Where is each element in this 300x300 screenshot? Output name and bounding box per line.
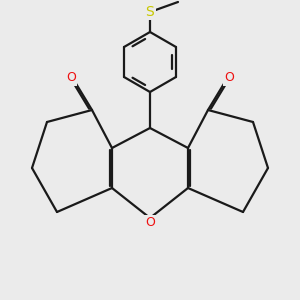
Text: O: O [145, 217, 155, 230]
Text: O: O [224, 71, 234, 85]
Text: O: O [66, 71, 76, 85]
Text: S: S [146, 5, 154, 19]
